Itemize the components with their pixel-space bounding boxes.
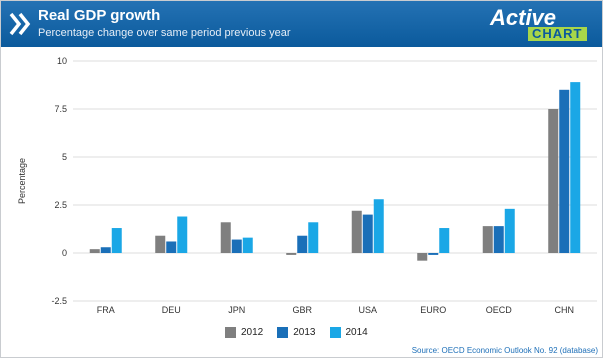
- bars: [89, 82, 581, 261]
- bar-chn-2012[interactable]: [548, 109, 559, 253]
- bar-euro-2012[interactable]: [417, 253, 428, 261]
- legend-label-2012: 2012: [241, 327, 264, 338]
- x-tick-label-gbr: GBR: [292, 305, 312, 315]
- bar-jpn-2014[interactable]: [242, 237, 253, 253]
- chart-legend: 2012 2013 2014: [225, 327, 368, 338]
- double-chevron-icon: [9, 12, 31, 36]
- y-tick-label: 7.5: [54, 104, 67, 114]
- bar-usa-2014[interactable]: [373, 199, 384, 253]
- y-tick-label: 2.5: [54, 200, 67, 210]
- bar-jpn-2013[interactable]: [231, 239, 242, 253]
- legend-label-2013: 2013: [293, 327, 316, 338]
- x-tick-label-usa: USA: [358, 305, 377, 315]
- legend-swatch-2012: [225, 327, 236, 338]
- x-tick-label-fra: FRA: [97, 305, 115, 315]
- chart-title: Real GDP growth: [38, 7, 161, 24]
- bar-chn-2013[interactable]: [559, 89, 570, 253]
- bar-gbr-2012[interactable]: [286, 253, 297, 255]
- gridlines: [73, 60, 597, 302]
- bar-jpn-2012[interactable]: [220, 222, 231, 253]
- chart-subtitle: Percentage change over same period previ…: [38, 27, 291, 39]
- x-tick-labels: FRA DEU JPN GBR USA EURO OECD CHN: [97, 305, 574, 315]
- bar-gbr-2014[interactable]: [308, 222, 319, 253]
- x-tick-label-oecd: OECD: [486, 305, 513, 315]
- y-tick-labels: -2.5 0 2.5 5 7.5 10: [51, 56, 67, 306]
- bar-fra-2012[interactable]: [89, 249, 100, 253]
- bar-usa-2012[interactable]: [351, 210, 362, 253]
- bar-gbr-2013[interactable]: [297, 235, 308, 253]
- y-tick-label: 0: [62, 248, 67, 258]
- legend-swatch-2014: [329, 327, 341, 338]
- legend-item-2013[interactable]: 2013: [277, 327, 316, 338]
- bar-usa-2013[interactable]: [362, 214, 373, 253]
- legend-swatch-2013: [277, 327, 289, 338]
- bar-oecd-2012[interactable]: [482, 226, 493, 253]
- bar-deu-2013[interactable]: [166, 241, 177, 253]
- bar-oecd-2013[interactable]: [493, 226, 504, 253]
- x-tick-label-euro: EURO: [420, 305, 446, 315]
- bar-euro-2014[interactable]: [439, 228, 450, 253]
- legend-item-2012[interactable]: 2012: [225, 327, 263, 338]
- x-tick-label-jpn: JPN: [228, 305, 245, 315]
- bar-deu-2012[interactable]: [155, 235, 166, 253]
- y-tick-label: 5: [62, 152, 67, 162]
- bar-oecd-2014[interactable]: [504, 208, 515, 253]
- x-tick-label-chn: CHN: [555, 305, 575, 315]
- bar-chn-2014[interactable]: [570, 82, 581, 253]
- bar-fra-2013[interactable]: [100, 247, 111, 253]
- y-axis-label: Percentage: [17, 158, 27, 204]
- y-tick-label: 10: [57, 56, 67, 66]
- legend-item-2014[interactable]: 2014: [329, 327, 368, 338]
- legend-label-2014: 2014: [345, 327, 368, 338]
- bar-deu-2014[interactable]: [177, 216, 188, 253]
- source-note[interactable]: Source: OECD Economic Outlook No. 92 (da…: [411, 346, 598, 355]
- activechart-logo: Active CHART: [482, 5, 592, 43]
- y-tick-label: -2.5: [51, 296, 67, 306]
- bar-chart-plot: -2.5 0 2.5 5 7.5 10 FRA DEU JPN GBR USA EURO OECD CH…: [17, 56, 597, 315]
- bar-euro-2013[interactable]: [428, 253, 439, 255]
- x-tick-label-deu: DEU: [162, 305, 181, 315]
- logo-text-top: Active: [490, 5, 557, 30]
- chart-header: Real GDP growth Percentage change over s…: [1, 1, 602, 47]
- bar-fra-2014[interactable]: [111, 228, 122, 253]
- logo-text-bottom: CHART: [528, 27, 587, 41]
